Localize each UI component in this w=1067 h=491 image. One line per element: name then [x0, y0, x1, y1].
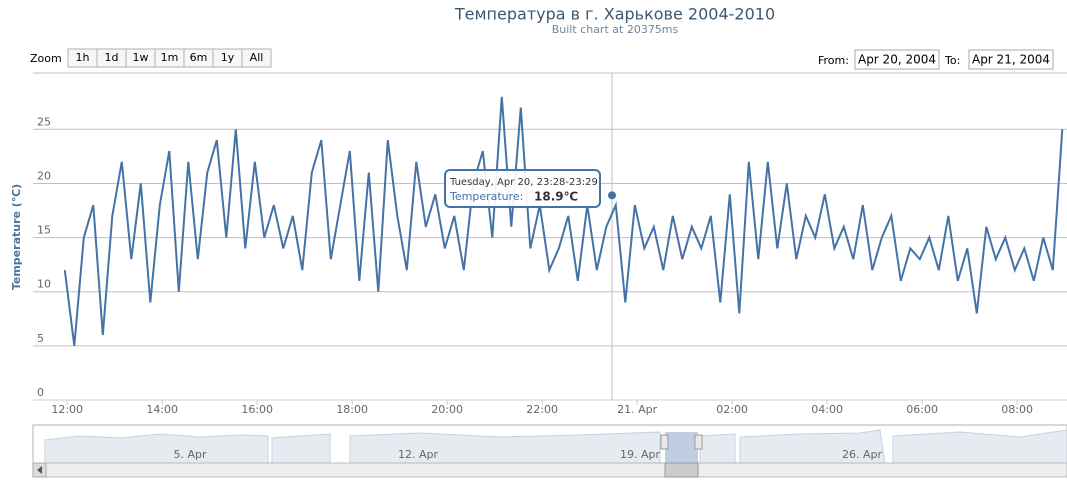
x-tick-label: 22:00	[526, 403, 558, 416]
series-line	[63, 96, 1064, 347]
navigator-handle[interactable]	[660, 434, 669, 450]
navigator-label: 12. Apr	[398, 448, 438, 461]
x-tick-label: 18:00	[336, 403, 368, 416]
navigator-label: 19. Apr	[620, 448, 660, 461]
y-tick-label: 5	[37, 332, 44, 345]
x-tick-label: 12:00	[51, 403, 83, 416]
x-tick-label: 21. Apr	[617, 403, 657, 416]
to-value[interactable]: Apr 21, 2004	[972, 53, 1050, 67]
navigator-label: 5. Apr	[173, 448, 206, 461]
x-tick-label: 14:00	[146, 403, 178, 416]
navigator	[32, 424, 1067, 478]
from-input[interactable]	[854, 49, 940, 70]
y-tick-label: 15	[37, 224, 51, 237]
hover-marker	[607, 191, 616, 200]
zoom-button[interactable]: 1y	[212, 48, 243, 68]
zoom-button-label[interactable]: 1h	[76, 51, 90, 64]
chart-subtitle: Built chart at 20375ms	[552, 23, 679, 36]
to-input[interactable]	[968, 49, 1054, 70]
zoom-button-label[interactable]: 1m	[161, 51, 179, 64]
zoom-button[interactable]: 1d	[96, 48, 127, 68]
scrollbar-arrow-icon	[37, 466, 42, 474]
to-label: To:	[944, 54, 960, 67]
navigator-handle[interactable]	[694, 434, 703, 450]
y-tick-label: 10	[37, 278, 51, 291]
zoom-button-box[interactable]	[241, 48, 272, 68]
y-axis-title: Temperature (℃)	[10, 184, 23, 290]
zoom-button-label[interactable]: 1y	[221, 51, 235, 64]
zoom-button-label[interactable]: 6m	[190, 51, 208, 64]
scrollbar-thumb[interactable]	[664, 462, 699, 478]
tooltip-value: 18.9℃	[534, 190, 578, 204]
zoom-button[interactable]: 1h	[67, 48, 98, 68]
x-tick-label: 16:00	[241, 403, 273, 416]
navigator-selection[interactable]	[665, 432, 698, 463]
zoom-button[interactable]: 1m	[154, 48, 185, 68]
navigator-label: 26. Apr	[842, 448, 882, 461]
y-tick-label: 0	[37, 386, 44, 399]
zoom-buttons: 1h 1d 1w 1m 6m 1y All	[67, 48, 272, 68]
zoom-button[interactable]: 6m	[183, 48, 214, 68]
zoom-button[interactable]: All	[241, 48, 272, 68]
tooltip-label: Temperature:	[449, 190, 523, 203]
x-tick-label: 06:00	[906, 403, 938, 416]
zoom-label: Zoom	[30, 52, 62, 65]
chart-title: Температура в г. Харькове 2004-2010	[454, 5, 775, 24]
scrollbar-track[interactable]	[32, 462, 1067, 478]
x-tick-label: 02:00	[716, 403, 748, 416]
zoom-button-label[interactable]: 1w	[133, 51, 149, 64]
x-tick-label: 08:00	[1001, 403, 1033, 416]
y-tick-label: 25	[37, 115, 51, 128]
x-tick-label: 20:00	[431, 403, 463, 416]
from-value[interactable]: Apr 20, 2004	[858, 53, 936, 67]
tooltip-header: Tuesday, Apr 20, 23:28-23:29	[449, 177, 598, 188]
from-label: From:	[818, 54, 849, 67]
tooltip-box	[444, 169, 601, 208]
tooltip: Tuesday, Apr 20, 23:28-23:29 Temperature:…	[444, 169, 601, 208]
zoom-button-label[interactable]: All	[250, 51, 264, 64]
navigator-labels: 5. Apr 12. Apr 19. Apr 26. Apr	[173, 448, 882, 461]
x-tick-label: 04:00	[811, 403, 843, 416]
y-tick-label: 20	[37, 169, 51, 182]
zoom-button[interactable]: 1w	[125, 48, 156, 68]
zoom-button-label[interactable]: 1d	[105, 51, 119, 64]
